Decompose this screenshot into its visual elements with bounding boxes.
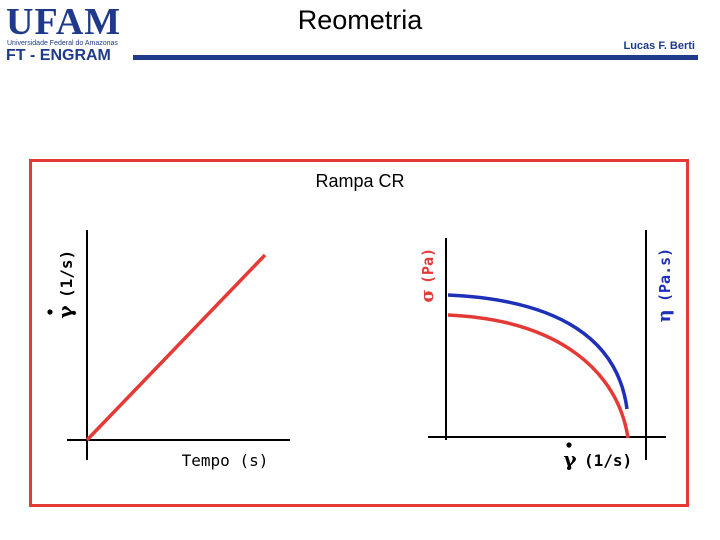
right-x-label: γ (1/s) [563,442,632,471]
viscosity-axis-symbol: η [654,309,675,322]
viscosity-axis-label: η (Pa.s) [654,248,675,323]
stress-axis-label: σ (Pa) [417,248,438,303]
diagram-heading: Rampa CR [315,171,404,191]
stress-axis-symbol: σ [417,289,438,302]
author-label: Lucas F. Berti [623,40,695,52]
right-x-label-dot [566,442,572,448]
header-divider [133,55,698,60]
ufam-logo: UFAM [6,1,122,43]
right-x-label-unit: (1/s) [584,451,632,470]
viscosity-curve [447,293,629,410]
left-y-label-symbol: γ [53,305,77,319]
right-x-label-symbol: γ [563,447,577,471]
page-title: Reometria [297,5,423,35]
left-x-label: Tempo (s) [182,451,269,470]
viscosity-axis-unit: (Pa.s) [656,248,674,302]
logo-subtitle: Universidade Federal do Amazonas [7,40,118,47]
left-y-label: γ (1/s) [47,250,77,319]
department-label: FT - ENGRAM [6,47,111,64]
stress-curve [447,313,630,439]
left-panel: γ (1/s) Tempo (s) [47,230,290,470]
right-panel: σ (Pa) η (Pa.s) γ (1/s) [417,230,675,471]
stress-axis-unit: (Pa) [419,248,437,284]
ramp-line [85,253,267,442]
left-y-label-unit: (1/s) [57,250,76,298]
diagram-frame [29,159,689,507]
left-y-label-dot [47,309,53,315]
